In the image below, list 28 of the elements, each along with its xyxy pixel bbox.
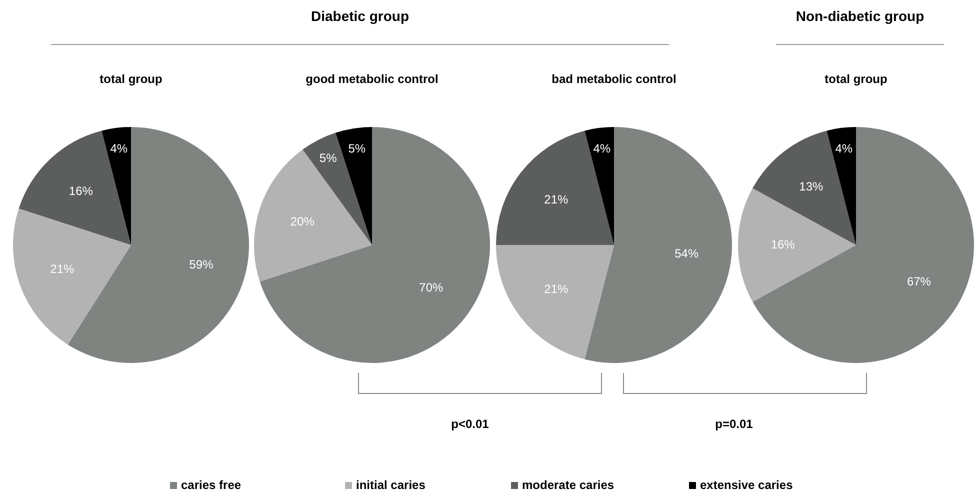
data-label: 20% bbox=[290, 214, 315, 229]
data-label: 16% bbox=[770, 237, 796, 252]
data-label: 59% bbox=[189, 258, 214, 272]
chart-title: total group bbox=[824, 72, 888, 86]
data-label: 67% bbox=[906, 274, 932, 289]
text: Non-diabetic group bbox=[794, 8, 926, 24]
data-label: 4% bbox=[593, 141, 611, 156]
data-label: 5% bbox=[319, 151, 338, 166]
data-label: 13% bbox=[799, 180, 824, 194]
data-label: 70% bbox=[419, 280, 444, 294]
legend-label: moderate caries bbox=[522, 478, 614, 492]
text: Diabetic group bbox=[310, 8, 410, 24]
data-label: 21% bbox=[544, 282, 569, 296]
data-label: 5% bbox=[348, 142, 366, 156]
chart-title: good metabolic control bbox=[304, 72, 440, 86]
data-label: 4% bbox=[110, 141, 128, 156]
data-label: 4% bbox=[835, 141, 853, 156]
data-label: 21% bbox=[50, 262, 74, 276]
chart-title: bad metabolic control bbox=[550, 72, 678, 86]
text: p=0.01 bbox=[714, 417, 754, 431]
data-label: 54% bbox=[674, 246, 699, 260]
data-label: 16% bbox=[68, 184, 94, 198]
data-label: 21% bbox=[544, 192, 569, 206]
legend-label: initial caries bbox=[356, 478, 426, 492]
chart-title: total group bbox=[98, 72, 164, 86]
legend-label: extensive caries bbox=[700, 478, 793, 492]
text: p<0.01 bbox=[450, 417, 490, 431]
legend-label: caries free bbox=[181, 478, 242, 492]
